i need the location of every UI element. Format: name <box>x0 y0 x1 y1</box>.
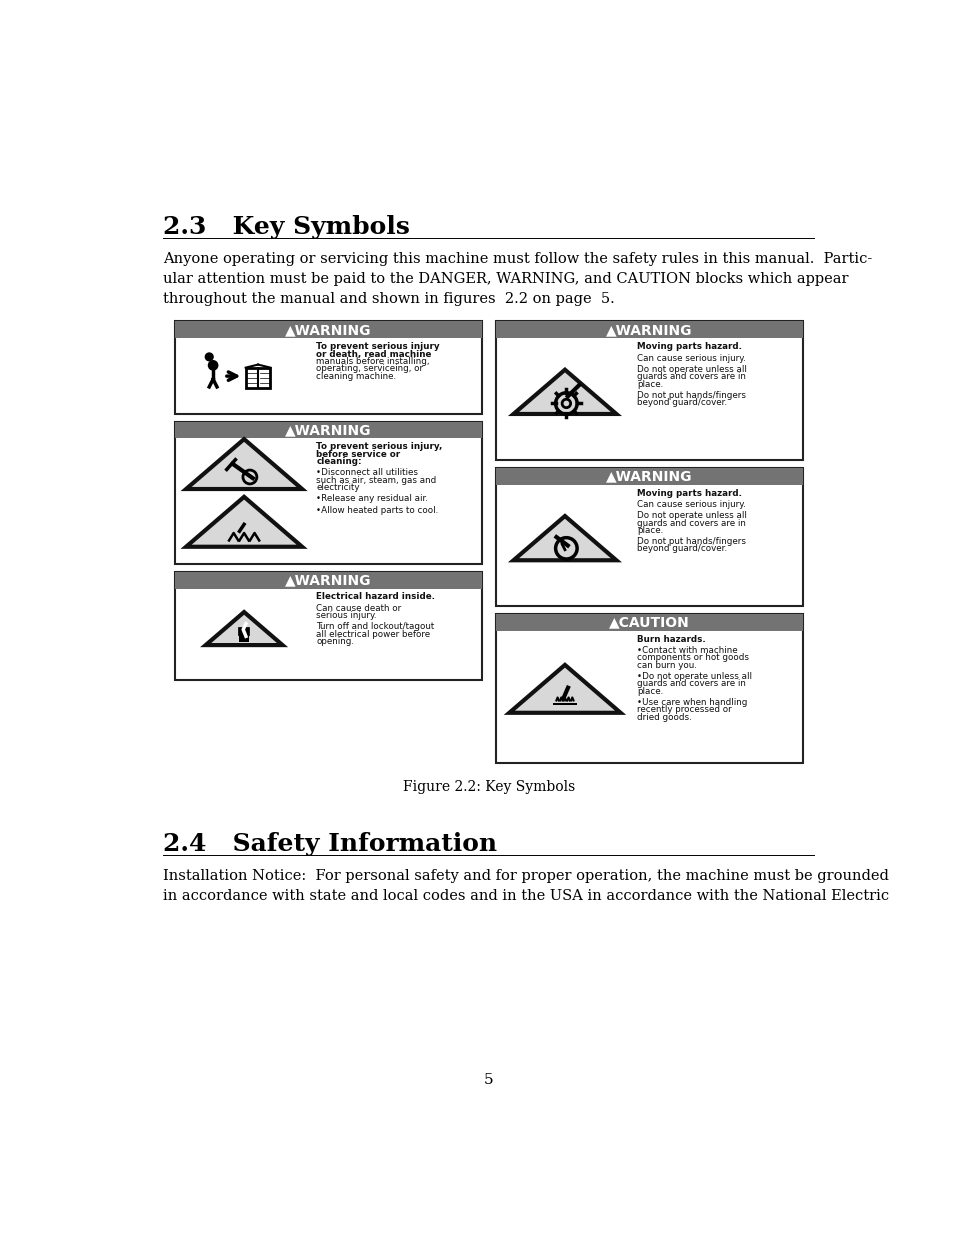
Text: place.: place. <box>637 526 662 535</box>
Bar <box>174 321 481 414</box>
Polygon shape <box>513 516 616 561</box>
Polygon shape <box>186 440 302 489</box>
Bar <box>496 321 802 461</box>
Text: Can cause death or: Can cause death or <box>316 604 401 613</box>
Polygon shape <box>186 496 302 547</box>
Bar <box>552 703 577 705</box>
Text: or death, read machine: or death, read machine <box>316 350 431 358</box>
Text: •Contact with machine: •Contact with machine <box>637 646 737 656</box>
Text: ▲WARNING: ▲WARNING <box>285 424 372 437</box>
Bar <box>174 421 481 564</box>
Text: Installation Notice:  For personal safety and for proper operation, the machine : Installation Notice: For personal safety… <box>163 869 888 903</box>
Text: can burn you.: can burn you. <box>637 661 697 669</box>
Text: components or hot goods: components or hot goods <box>637 653 748 662</box>
Text: guards and covers are in: guards and covers are in <box>637 679 745 688</box>
Text: place.: place. <box>637 379 662 389</box>
Bar <box>174 572 481 679</box>
Text: Moving parts hazard.: Moving parts hazard. <box>637 489 741 498</box>
Bar <box>239 634 249 642</box>
Text: cleaning:: cleaning: <box>316 457 361 466</box>
Text: Figure 2.2: Key Symbols: Figure 2.2: Key Symbols <box>402 779 575 794</box>
Polygon shape <box>513 369 616 414</box>
Bar <box>174 321 481 338</box>
Circle shape <box>205 353 213 361</box>
Text: 2.4   Safety Information: 2.4 Safety Information <box>163 832 497 856</box>
Bar <box>174 421 481 438</box>
Text: place.: place. <box>637 687 662 695</box>
Polygon shape <box>206 613 282 645</box>
Text: ▲WARNING: ▲WARNING <box>285 573 372 587</box>
Text: all electrical power before: all electrical power before <box>316 630 430 638</box>
Text: Turn off and lockout/tagout: Turn off and lockout/tagout <box>316 622 434 631</box>
Text: Do not operate unless all: Do not operate unless all <box>637 511 746 520</box>
Bar <box>496 468 802 484</box>
Text: Electrical hazard inside.: Electrical hazard inside. <box>316 593 435 601</box>
Text: Anyone operating or servicing this machine must follow the safety rules in this : Anyone operating or servicing this machi… <box>163 252 872 306</box>
Bar <box>496 614 802 763</box>
Bar <box>245 368 270 388</box>
Text: operating, serviceing, or: operating, serviceing, or <box>316 364 423 373</box>
Text: Do not operate unless all: Do not operate unless all <box>637 364 746 374</box>
Text: •Use care when handling: •Use care when handling <box>637 698 747 708</box>
Text: ▲WARNING: ▲WARNING <box>285 322 372 337</box>
Text: beyond guard/cover.: beyond guard/cover. <box>637 398 726 408</box>
Text: cleaning machine.: cleaning machine. <box>316 372 395 380</box>
Bar <box>496 614 802 631</box>
Text: •Allow heated parts to cool.: •Allow heated parts to cool. <box>316 505 438 515</box>
Text: recently processed or: recently processed or <box>637 705 731 714</box>
Text: Burn hazards.: Burn hazards. <box>637 635 705 643</box>
Text: ▲CAUTION: ▲CAUTION <box>608 615 689 630</box>
Text: manuals before installing,: manuals before installing, <box>316 357 429 366</box>
Text: Can cause serious injury.: Can cause serious injury. <box>637 500 745 509</box>
Text: such as air, steam, gas and: such as air, steam, gas and <box>316 475 436 484</box>
Text: ▲WARNING: ▲WARNING <box>605 469 692 483</box>
Circle shape <box>209 361 217 370</box>
Text: Do not put hands/fingers: Do not put hands/fingers <box>637 537 745 546</box>
Text: beyond guard/cover.: beyond guard/cover. <box>637 545 726 553</box>
Text: electricity: electricity <box>316 483 359 492</box>
Text: Moving parts hazard.: Moving parts hazard. <box>637 342 741 351</box>
Text: opening.: opening. <box>316 637 354 646</box>
Text: To prevent serious injury,: To prevent serious injury, <box>316 442 442 451</box>
Bar <box>174 572 481 589</box>
Text: •Do not operate unless all: •Do not operate unless all <box>637 672 751 682</box>
Text: guards and covers are in: guards and covers are in <box>637 372 745 382</box>
Text: guards and covers are in: guards and covers are in <box>637 519 745 527</box>
Text: Can cause serious injury.: Can cause serious injury. <box>637 353 745 363</box>
Text: ▲WARNING: ▲WARNING <box>605 322 692 337</box>
Text: To prevent serious injury: To prevent serious injury <box>316 342 439 351</box>
Text: •Release any residual air.: •Release any residual air. <box>316 494 428 504</box>
Text: 2.3   Key Symbols: 2.3 Key Symbols <box>163 215 410 240</box>
Text: •Disconnect all utilities: •Disconnect all utilities <box>316 468 417 477</box>
Text: serious injury.: serious injury. <box>316 611 376 620</box>
Bar <box>496 321 802 338</box>
Text: before service or: before service or <box>316 450 400 458</box>
Text: dried goods.: dried goods. <box>637 713 691 721</box>
Polygon shape <box>509 664 620 713</box>
Text: 5: 5 <box>483 1073 494 1087</box>
Text: Do not put hands/fingers: Do not put hands/fingers <box>637 391 745 400</box>
Bar <box>496 468 802 606</box>
